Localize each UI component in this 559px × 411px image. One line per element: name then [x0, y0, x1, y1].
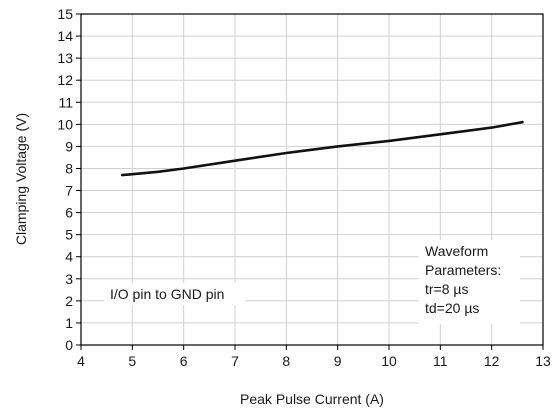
y-tick-label: 1: [65, 315, 73, 331]
x-tick-label: 6: [180, 353, 188, 369]
x-tick-label: 9: [334, 353, 342, 369]
grid: [81, 14, 543, 345]
y-tick-label: 7: [65, 183, 73, 199]
annotation-waveform-line-4: td=20 µs: [425, 300, 479, 316]
y-tick-label: 15: [57, 6, 73, 22]
annotation-waveform-line-2: Parameters:: [425, 262, 501, 278]
y-tick-label: 2: [65, 293, 73, 309]
annotation-io-pin-bg: [104, 283, 245, 305]
annotation-io-pin: I/O pin to GND pin: [110, 286, 224, 302]
x-tick-label: 11: [433, 353, 448, 369]
plot-border: [80, 13, 544, 346]
y-tick-label: 0: [65, 337, 73, 353]
y-tick-label: 6: [65, 205, 73, 221]
x-tick-label: 13: [535, 353, 551, 369]
x-tick-label: 4: [77, 353, 85, 369]
y-tick-label: 9: [65, 138, 73, 154]
x-tick-label: 5: [128, 353, 136, 369]
y-tick-label: 3: [65, 271, 73, 287]
series-layer: [120, 120, 524, 177]
y-tick-label: 8: [65, 160, 73, 176]
annotation-waveform: Waveform Parameters: tr=8 µs td=20 µs: [425, 243, 505, 316]
y-tick-label: 13: [57, 50, 73, 66]
y-tick-label: 4: [65, 249, 73, 265]
x-tick-label: 8: [282, 353, 290, 369]
x-axis-label: Peak Pulse Current (A): [240, 391, 384, 407]
y-tick-label: 12: [57, 72, 73, 88]
x-tick-labels: 4 5 6 7 8 9 10 11 12 13: [77, 353, 551, 369]
annotation-backgrounds: [104, 240, 520, 324]
plot-frame: [76, 13, 544, 350]
x-tick-label: 10: [381, 353, 397, 369]
x-tick-label: 7: [231, 353, 239, 369]
y-tick-label: 11: [58, 94, 73, 110]
annotation-waveform-line-3: tr=8 µs: [425, 281, 468, 297]
annotation-waveform-line-1: Waveform: [425, 243, 488, 259]
y-tick-label: 14: [57, 28, 73, 44]
y-tick-label: 10: [57, 116, 73, 132]
annotation-waveform-bg: [419, 240, 520, 324]
y-axis-label: Clamping Voltage (V): [13, 113, 29, 245]
series-line: [120, 120, 524, 177]
x-tick-label: 12: [484, 353, 500, 369]
annotation-io-pin-line: I/O pin to GND pin: [110, 286, 224, 302]
y-tick-label: 5: [65, 227, 73, 243]
